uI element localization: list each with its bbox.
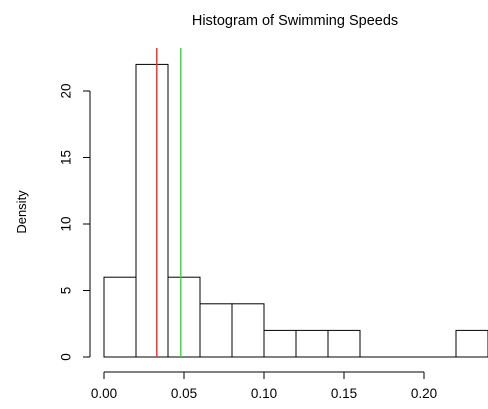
y-tick-label-2: 10 xyxy=(59,216,74,231)
y-tick-label-0: 0 xyxy=(59,353,74,361)
x-tick-label-2: 0.10 xyxy=(251,386,277,401)
y-axis-title: Density xyxy=(14,190,29,234)
histogram-bar-6 xyxy=(295,329,329,358)
histogram-bar-5 xyxy=(263,329,297,358)
histogram-bar-2 xyxy=(167,276,201,358)
x-tick-label-1: 0.05 xyxy=(171,386,197,401)
y-tick-label-3: 15 xyxy=(59,150,74,165)
histogram-bar-1 xyxy=(135,63,169,358)
bars-group xyxy=(103,63,488,358)
x-axis: 0.00 0.05 0.10 0.15 0.20 xyxy=(91,371,437,401)
histogram-bar-11 xyxy=(455,329,488,358)
y-tick-label-4: 20 xyxy=(59,83,74,98)
reference-lines-group xyxy=(156,48,182,357)
histogram-bar-7 xyxy=(327,329,361,358)
y-tick-label-1: 5 xyxy=(59,287,74,295)
y-axis: 0 5 10 15 20 xyxy=(59,83,91,361)
x-tick-label-3: 0.15 xyxy=(331,386,357,401)
x-tick-label-4: 0.20 xyxy=(411,386,437,401)
chart-title: Histogram of Swimming Speeds xyxy=(192,13,398,29)
x-tick-label-0: 0.00 xyxy=(91,386,117,401)
histogram-bar-0 xyxy=(103,276,137,358)
histogram-bar-4 xyxy=(231,303,265,358)
histogram-bar-3 xyxy=(199,303,233,358)
